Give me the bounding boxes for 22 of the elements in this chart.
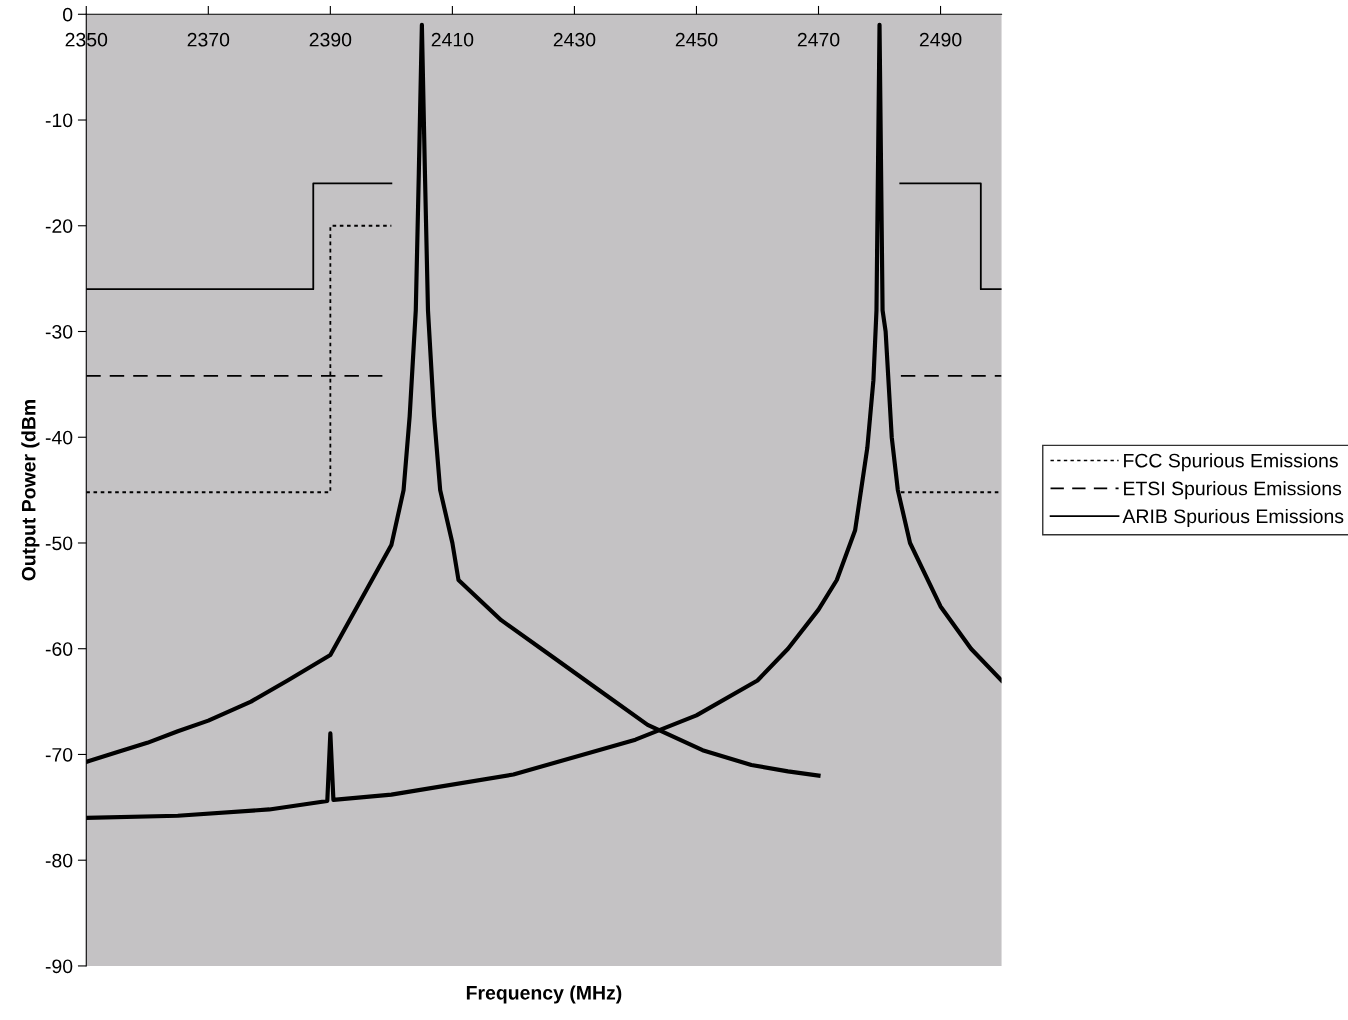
y-tick-label: -50 <box>45 536 73 551</box>
legend-label: ETSI Spurious Emissions <box>1124 481 1342 500</box>
x-tick-label: 2430 <box>553 32 596 47</box>
x-axis-title: Frequency (MHz) <box>466 985 622 1004</box>
y-tick-label: -30 <box>45 324 73 339</box>
y-tick-label: -20 <box>45 219 73 233</box>
y-tick-label: 0 <box>63 7 73 22</box>
y-tick-label: -80 <box>45 853 73 868</box>
y-tick-label: -40 <box>45 430 73 445</box>
x-tick-label: 2470 <box>797 32 840 47</box>
x-tick-label: 2410 <box>431 32 474 47</box>
legend-label: FCC Spurious Emissions <box>1124 453 1338 472</box>
x-tick-label: 2450 <box>675 32 718 47</box>
y-axis-title: Output Power (dBm <box>21 400 40 581</box>
y-tick-label: -70 <box>45 747 73 762</box>
x-tick-label: 2490 <box>919 32 962 47</box>
y-tick-label: -60 <box>45 642 73 656</box>
y-tick-label: -10 <box>45 113 73 128</box>
x-tick-label: 2370 <box>187 32 230 47</box>
legend-label: ARIB Spurious Emissions <box>1122 508 1344 528</box>
y-tick-label: -90 <box>45 959 73 974</box>
x-tick-label: 2390 <box>309 32 352 47</box>
